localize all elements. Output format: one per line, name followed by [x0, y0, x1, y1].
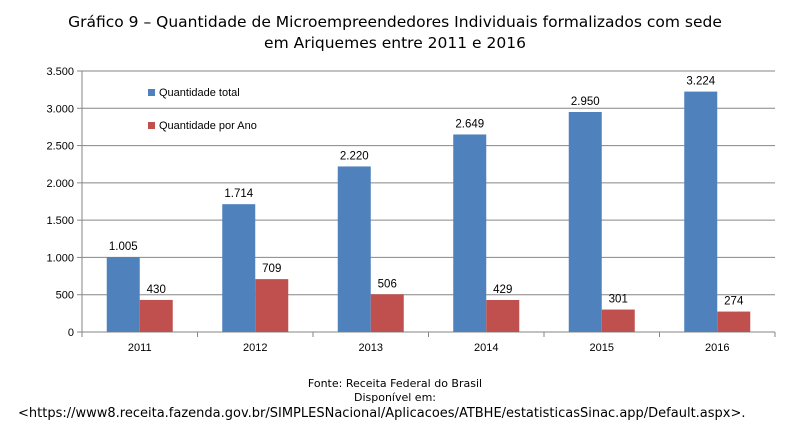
y-tick-label: 1.500: [46, 215, 74, 227]
y-tick-label: 1.000: [46, 252, 74, 264]
bar-per-year: [370, 294, 404, 332]
data-label: 301: [609, 294, 628, 306]
source-line: Fonte: Receita Federal do Brasil: [307, 377, 483, 390]
bar-total: [453, 134, 487, 332]
legend-swatch: [148, 122, 155, 129]
x-tick-label: 2014: [474, 342, 498, 354]
y-tick-label: 0: [68, 327, 74, 339]
legend-swatch: [148, 89, 155, 96]
data-label: 429: [493, 284, 512, 296]
data-label: 2.220: [340, 150, 369, 162]
bar-per-year: [255, 279, 289, 332]
chart-title: Gráfico 9 – Quantidade de Microempreende…: [0, 12, 790, 54]
bar-per-year: [601, 309, 635, 332]
chart-title-line1: Gráfico 9 – Quantidade de Microempreende…: [68, 13, 722, 31]
x-tick-label: 2015: [590, 342, 614, 354]
y-tick-label: 3.500: [46, 66, 74, 78]
bar-total: [568, 112, 602, 332]
data-label: 3.224: [686, 76, 715, 88]
source-available-label: Disponível em:: [353, 391, 437, 404]
y-tick-label: 2.500: [46, 141, 74, 153]
x-tick-label: 2012: [243, 342, 267, 354]
data-label: 709: [262, 263, 281, 275]
legend-label: Quantidade por Ano: [159, 120, 257, 132]
data-label: 274: [724, 296, 744, 308]
bar-total: [684, 91, 718, 332]
data-label: 1.005: [109, 241, 138, 253]
bar-total: [222, 204, 256, 332]
bar-per-year: [717, 311, 751, 332]
bar-total: [337, 166, 371, 332]
data-label: 430: [147, 284, 166, 296]
y-tick-label: 3.000: [46, 103, 74, 115]
y-tick-label: 2.000: [46, 178, 74, 190]
data-label: 506: [378, 278, 397, 290]
x-tick-label: 2011: [128, 342, 152, 354]
x-tick-label: 2016: [705, 342, 729, 354]
bar-per-year: [139, 299, 173, 332]
source-url: <https://www8.receita.fazenda.gov.br/SIM…: [18, 406, 746, 421]
data-label: 2.950: [571, 96, 600, 108]
chart-title-line2: em Ariquemes entre 2011 e 2016: [264, 34, 526, 52]
data-label: 2.649: [455, 118, 484, 130]
y-tick-label: 500: [56, 290, 74, 302]
legend-label: Quantidade total: [159, 87, 240, 99]
data-label: 1.714: [224, 188, 253, 200]
x-tick-label: 2013: [359, 342, 383, 354]
bar-per-year: [486, 300, 520, 332]
bar-total: [106, 257, 140, 332]
